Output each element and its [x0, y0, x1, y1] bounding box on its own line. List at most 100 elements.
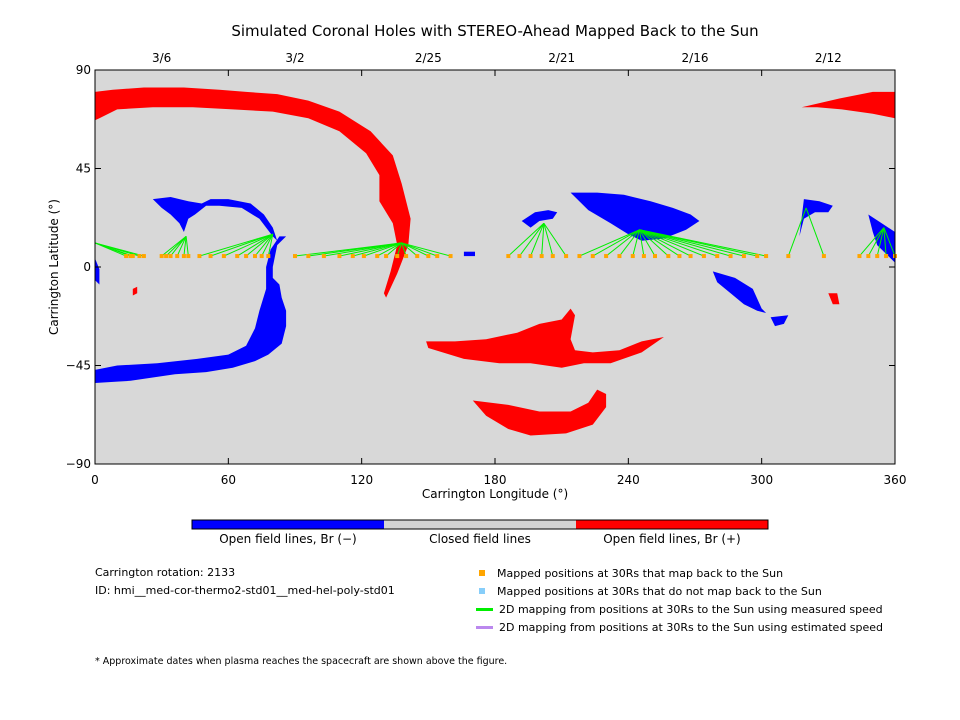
mapping-line-5-10: [639, 229, 705, 257]
mapped-point-4-2: [528, 254, 533, 259]
colorbar-label-negative: Open field lines, Br (−): [219, 532, 357, 546]
mapping-line-3-6: [376, 242, 402, 257]
carrington-rotation: Carrington rotation: 2133: [95, 566, 236, 579]
mapped-point-4-1: [517, 254, 522, 259]
mapping-line-2-4: [245, 233, 274, 257]
mapped-point-2-2: [221, 254, 226, 259]
legend-label: Mapped positions at 30Rs that map back t…: [497, 566, 784, 580]
plot-background: [95, 70, 895, 464]
mapped-point-6-1: [821, 254, 826, 259]
mapped-point-5-15: [764, 254, 769, 259]
mapped-point-0-0: [124, 254, 129, 259]
mapped-point-3-5: [361, 254, 366, 259]
mapped-point-3-6: [375, 254, 380, 259]
coronal-hole-positive-2: [426, 308, 664, 368]
mapping-line-3-4: [352, 242, 402, 257]
colorbar-frame: [191, 519, 769, 530]
mapped-point-3-11: [426, 254, 431, 259]
mapping-line-4-5: [543, 222, 567, 257]
mapped-point-5-4: [630, 254, 635, 259]
mapped-point-3-10: [415, 254, 420, 259]
legend-item-estimated: 2D mapping from positions at 30Rs to the…: [476, 619, 883, 635]
mapping-line-5-12: [639, 229, 731, 257]
mapped-point-2-4: [244, 254, 249, 259]
mapped-point-1-0: [159, 254, 164, 259]
mapped-point-1-3: [175, 254, 180, 259]
mapping-line-5-0: [579, 229, 640, 257]
mapped-point-0-1: [128, 254, 133, 259]
mapped-point-3-1: [306, 254, 311, 259]
legend-item-maps: Mapped positions at 30Rs that map back t…: [476, 565, 783, 581]
mapping-line-5-15: [639, 229, 767, 257]
mapping-line-1-5: [185, 236, 189, 257]
mapping-line-1-2: [170, 236, 187, 257]
mapped-point-5-10: [701, 254, 706, 259]
mapping-line-5-7: [639, 229, 669, 257]
mapping-line-5-2: [605, 229, 640, 257]
mapped-point-3-2: [321, 254, 326, 259]
mapped-point-3-3: [337, 254, 342, 259]
mapping-line-5-5: [638, 229, 645, 257]
mapped-point-3-7: [384, 254, 389, 259]
mapping-line-3-13: [401, 242, 451, 257]
coronal-hole-positive-1: [801, 91, 895, 119]
mapped-point-1-5: [186, 254, 191, 259]
mapping-line-1-3: [176, 236, 187, 257]
footnote: * Approximate dates when plasma reaches …: [95, 656, 508, 667]
legend-label: 2D mapping from positions at 30Rs to the…: [499, 620, 884, 634]
mapped-point-5-1: [590, 254, 595, 259]
mapped-point-3-8: [395, 254, 400, 259]
model-id: ID: hmi__med-cor-thermo2-std01__med-hel-…: [95, 584, 395, 597]
mapping-line-6-1: [805, 207, 825, 257]
mapping-line-3-11: [401, 242, 429, 257]
mapped-point-1-4: [181, 254, 186, 259]
date-label: 2/25: [415, 51, 442, 65]
mapping-line-2-6: [261, 233, 274, 257]
mapping-line-5-6: [639, 229, 656, 257]
legend-item-nomap: Mapped positions at 30Rs that do not map…: [476, 583, 822, 599]
coronal-hole-negative-16: [463, 251, 475, 257]
mapping-line-2-3: [236, 233, 274, 257]
coronal-hole-negative-10: [521, 210, 558, 228]
mapping-line-3-3: [339, 242, 402, 257]
mapping-lines: [94, 207, 897, 259]
mapped-point-5-6: [653, 254, 657, 259]
x-tick-label: 360: [884, 473, 907, 487]
mapped-point-5-7: [666, 254, 671, 259]
mapped-point-3-0: [293, 254, 297, 259]
mapping-line-5-11: [639, 229, 718, 257]
mapped-point-4-0: [506, 254, 511, 259]
mapping-line-3-2: [323, 242, 402, 257]
mapped-point-7-1: [866, 254, 871, 259]
coronal-hole-negative-12: [712, 271, 767, 313]
x-tick-label: 300: [750, 473, 773, 487]
mapped-point-6-0: [786, 254, 791, 259]
coronal-hole-negative-11: [570, 192, 700, 241]
coronal-hole-negative-6: [95, 236, 287, 383]
mapping-line-4-2: [530, 223, 545, 257]
mapped-point-4-4: [550, 254, 555, 259]
date-label: 2/12: [815, 51, 842, 65]
mapping-line-3-12: [401, 242, 438, 257]
mapped-point-3-13: [448, 254, 453, 259]
mapped-point-1-1: [164, 254, 169, 259]
top-date-axis: 3/6 3/2 2/25 2/21 2/16 2/12: [152, 51, 842, 65]
mapping-line-7-3: [883, 227, 887, 257]
light-blue-square-icon: [479, 588, 485, 594]
date-label: 2/16: [682, 51, 709, 65]
mapped-point-5-12: [728, 254, 733, 259]
coronal-hole-positive-5: [828, 293, 840, 305]
purple-line-icon: [476, 625, 493, 629]
mapping-line-7-4: [883, 227, 896, 257]
mapping-line-2-5: [254, 233, 274, 257]
mapping-line-4-0: [507, 222, 545, 257]
coronal-hole-negative-8: [197, 199, 278, 241]
mapped-point-3-4: [350, 254, 355, 259]
mapped-point-5-5: [641, 254, 646, 259]
mapped-point-7-0: [857, 254, 862, 259]
mapping-line-0-4: [94, 242, 145, 257]
y-tick-label: −90: [66, 457, 91, 471]
legend-item-measured: 2D mapping from positions at 30Rs to the…: [476, 601, 883, 617]
mapping-line-5-1: [592, 229, 640, 257]
